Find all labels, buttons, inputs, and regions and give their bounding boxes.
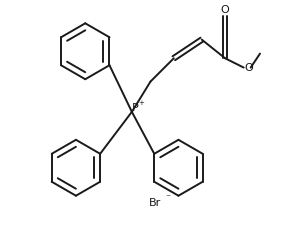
Text: P: P [132, 103, 139, 113]
Text: +: + [138, 99, 144, 106]
Text: Br: Br [149, 198, 161, 208]
Text: O: O [244, 63, 253, 72]
Text: ⁻: ⁻ [166, 193, 171, 203]
Text: O: O [221, 5, 229, 15]
